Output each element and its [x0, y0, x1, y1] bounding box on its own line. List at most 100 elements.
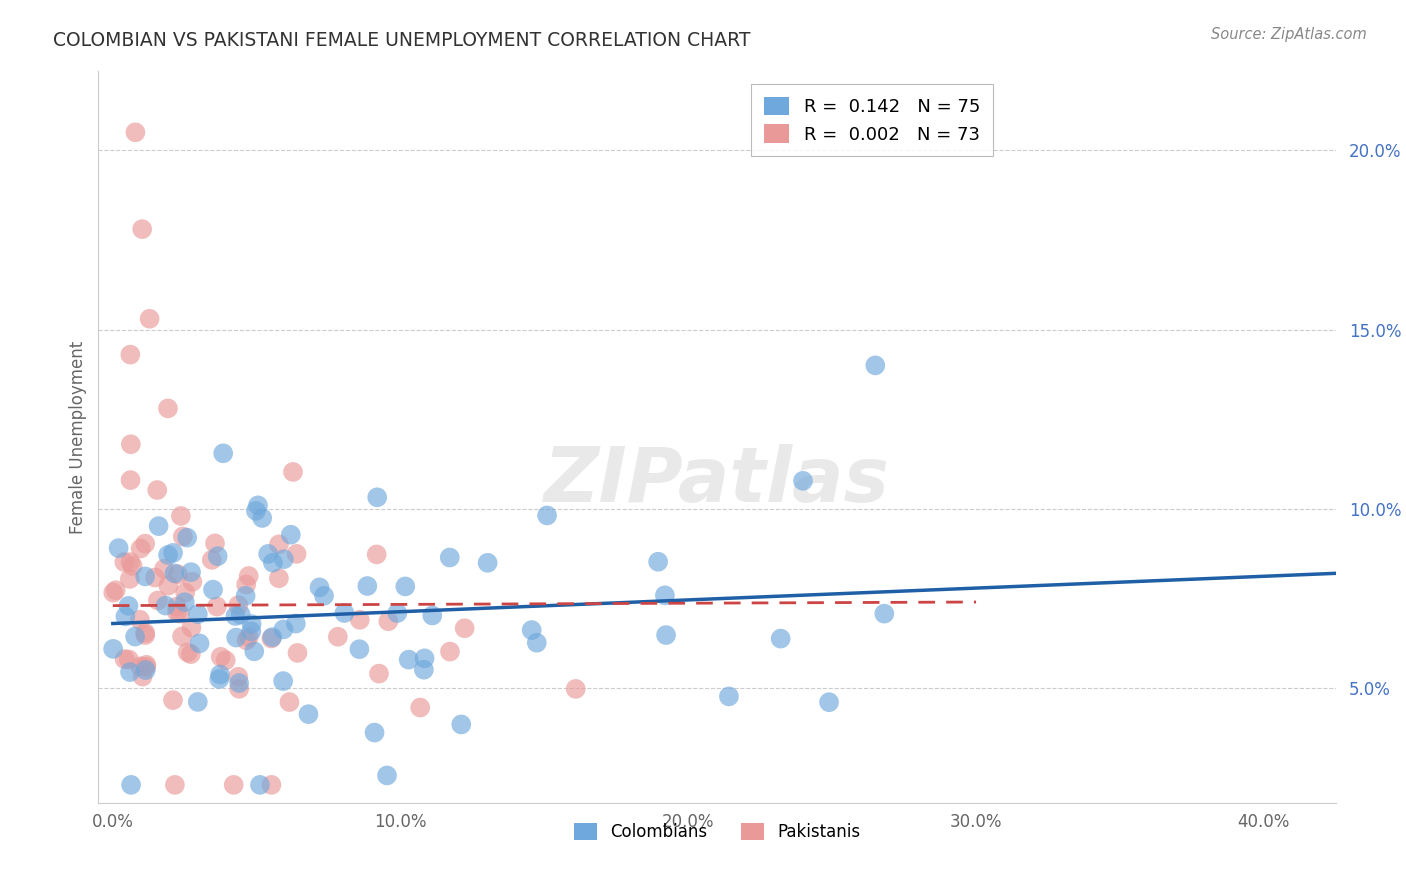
- Point: [118, 665, 141, 679]
- Point: [135, 659, 157, 673]
- Point: [148, 519, 170, 533]
- Point: [413, 651, 436, 665]
- Point: [439, 644, 461, 658]
- Point: [155, 599, 177, 613]
- Point: [104, 583, 127, 598]
- Point: [153, 562, 176, 576]
- Point: [188, 636, 211, 650]
- Point: [120, 778, 142, 792]
- Point: [526, 636, 548, 650]
- Point: [818, 695, 841, 709]
- Point: [238, 630, 260, 644]
- Point: [420, 608, 443, 623]
- Point: [243, 644, 266, 658]
- Point: [235, 633, 257, 648]
- Point: [267, 537, 290, 551]
- Point: [260, 632, 283, 646]
- Point: [176, 645, 198, 659]
- Point: [180, 647, 202, 661]
- Point: [453, 621, 475, 635]
- Point: [394, 579, 416, 593]
- Point: [285, 547, 308, 561]
- Point: [208, 667, 231, 681]
- Point: [180, 565, 202, 579]
- Point: [170, 629, 193, 643]
- Point: [134, 628, 156, 642]
- Point: [114, 652, 136, 666]
- Point: [366, 491, 388, 505]
- Point: [235, 589, 257, 603]
- Point: [363, 725, 385, 739]
- Point: [280, 527, 302, 541]
- Point: [114, 609, 136, 624]
- Point: [124, 630, 146, 644]
- Y-axis label: Female Unemployment: Female Unemployment: [69, 341, 87, 533]
- Point: [375, 768, 398, 782]
- Point: [655, 628, 678, 642]
- Point: [143, 570, 166, 584]
- Point: [138, 311, 160, 326]
- Point: [135, 657, 157, 672]
- Point: [173, 595, 195, 609]
- Point: [536, 508, 558, 523]
- Point: [240, 617, 263, 632]
- Point: [366, 548, 388, 562]
- Point: [121, 559, 143, 574]
- Point: [157, 548, 180, 562]
- Point: [273, 552, 295, 566]
- Point: [163, 778, 186, 792]
- Point: [212, 446, 235, 460]
- Point: [273, 623, 295, 637]
- Point: [118, 652, 141, 666]
- Point: [654, 588, 676, 602]
- Point: [308, 580, 330, 594]
- Point: [180, 621, 202, 635]
- Point: [271, 674, 294, 689]
- Point: [226, 598, 249, 612]
- Point: [128, 613, 150, 627]
- Point: [387, 606, 409, 620]
- Point: [117, 599, 139, 613]
- Legend: Colombians, Pakistanis: Colombians, Pakistanis: [565, 814, 869, 849]
- Point: [162, 546, 184, 560]
- Point: [156, 401, 179, 416]
- Point: [262, 556, 284, 570]
- Point: [260, 778, 283, 792]
- Point: [398, 653, 420, 667]
- Point: [333, 606, 356, 620]
- Point: [131, 222, 153, 236]
- Point: [146, 483, 169, 497]
- Point: [146, 593, 169, 607]
- Point: [564, 681, 586, 696]
- Point: [204, 536, 226, 550]
- Point: [450, 717, 472, 731]
- Point: [157, 578, 180, 592]
- Point: [226, 670, 249, 684]
- Point: [162, 693, 184, 707]
- Point: [129, 541, 152, 556]
- Point: [134, 569, 156, 583]
- Point: [208, 672, 231, 686]
- Point: [120, 555, 142, 569]
- Point: [520, 623, 543, 637]
- Text: COLOMBIAN VS PAKISTANI FEMALE UNEMPLOYMENT CORRELATION CHART: COLOMBIAN VS PAKISTANI FEMALE UNEMPLOYME…: [53, 31, 751, 50]
- Point: [172, 529, 194, 543]
- Point: [769, 632, 792, 646]
- Point: [792, 474, 814, 488]
- Point: [250, 511, 273, 525]
- Point: [278, 695, 301, 709]
- Text: ZIPatlas: ZIPatlas: [544, 444, 890, 518]
- Point: [163, 566, 186, 581]
- Point: [228, 681, 250, 696]
- Point: [135, 663, 157, 677]
- Point: [349, 613, 371, 627]
- Point: [131, 669, 153, 683]
- Point: [176, 531, 198, 545]
- Point: [246, 499, 269, 513]
- Point: [201, 553, 224, 567]
- Text: Source: ZipAtlas.com: Source: ZipAtlas.com: [1211, 27, 1367, 42]
- Point: [187, 695, 209, 709]
- Point: [326, 630, 349, 644]
- Point: [207, 549, 229, 564]
- Point: [647, 555, 669, 569]
